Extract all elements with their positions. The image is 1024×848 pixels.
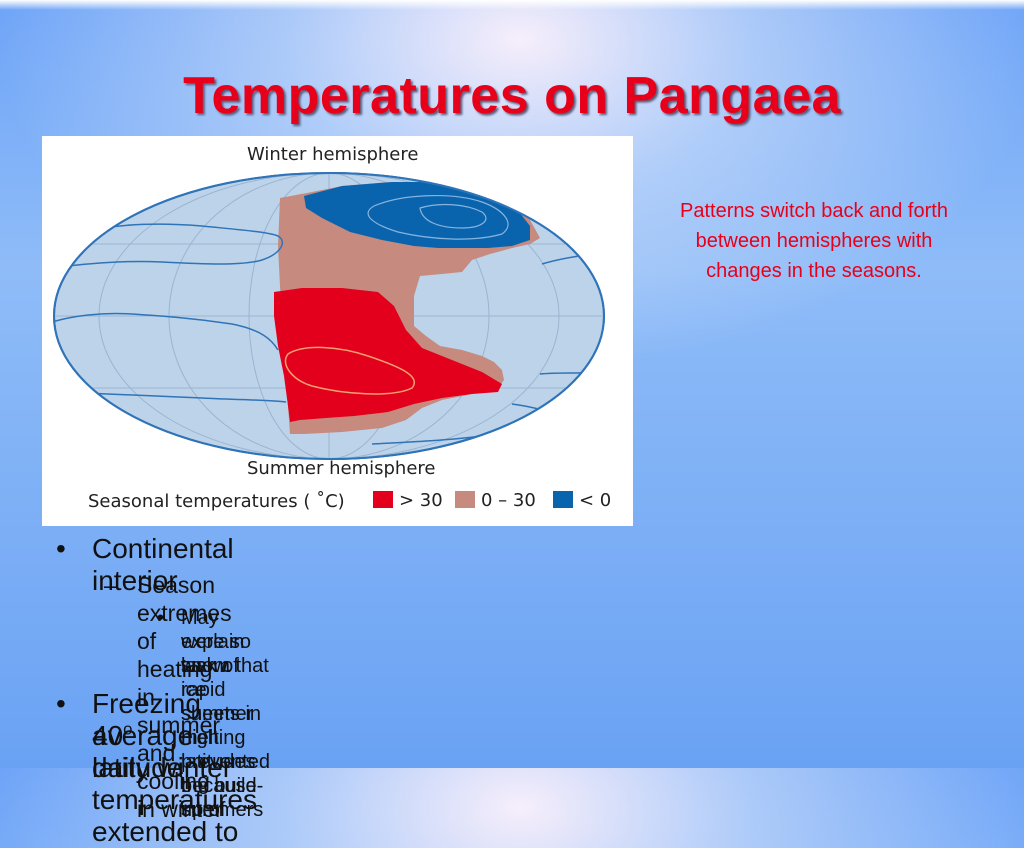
sub-sub-bullet-marker: • [157, 607, 165, 629]
bullet-marker: • [56, 688, 66, 719]
slide-title: Temperatures on Pangaea [183, 67, 841, 125]
winter-hemisphere-label: Winter hemisphere [247, 144, 419, 165]
summer-hemisphere-label: Summer hemisphere [247, 458, 436, 479]
pangaea-map [53, 172, 605, 508]
bullet-continental-interior: Continental interior [92, 533, 234, 596]
pangaea-temperature-map-figure: Winter hemisphere Summer hemisphere Seas… [42, 136, 633, 526]
side-note-line: between hemispheres with [695, 230, 933, 252]
side-note-line: changes in the seasons. [706, 260, 922, 282]
sub-bullet-marker: – [104, 572, 117, 598]
bullet-marker: • [56, 533, 66, 564]
map-interior [54, 173, 604, 459]
sub-sub-bullet-line: snow. [181, 655, 233, 677]
degree-superscript: o [123, 719, 133, 739]
continent-hot-region [274, 288, 502, 422]
hot-core-contour [284, 346, 415, 395]
top-highlight-band [0, 0, 1024, 10]
side-note-line: Patterns switch back and forth [680, 200, 948, 222]
legend-swatch-cold [553, 491, 573, 508]
globe-outline [53, 172, 605, 460]
legend-title: Seasonal temperatures ( ˚C) [88, 491, 345, 512]
cold-contours [367, 195, 509, 240]
latitude-value: 40 [92, 720, 124, 751]
bullet-freezing-temperatures-line2: 40o latitude [92, 720, 182, 784]
legend-label-mild: 0 – 30 [481, 490, 536, 511]
legend-swatch-mild [455, 491, 475, 508]
legend-swatch-hot [373, 491, 393, 508]
continent-cold-region [304, 182, 530, 248]
legend-label-hot: > 30 [399, 490, 443, 511]
side-note: Patterns switch back and forth between h… [636, 196, 992, 286]
legend-label-cold: < 0 [579, 490, 612, 511]
